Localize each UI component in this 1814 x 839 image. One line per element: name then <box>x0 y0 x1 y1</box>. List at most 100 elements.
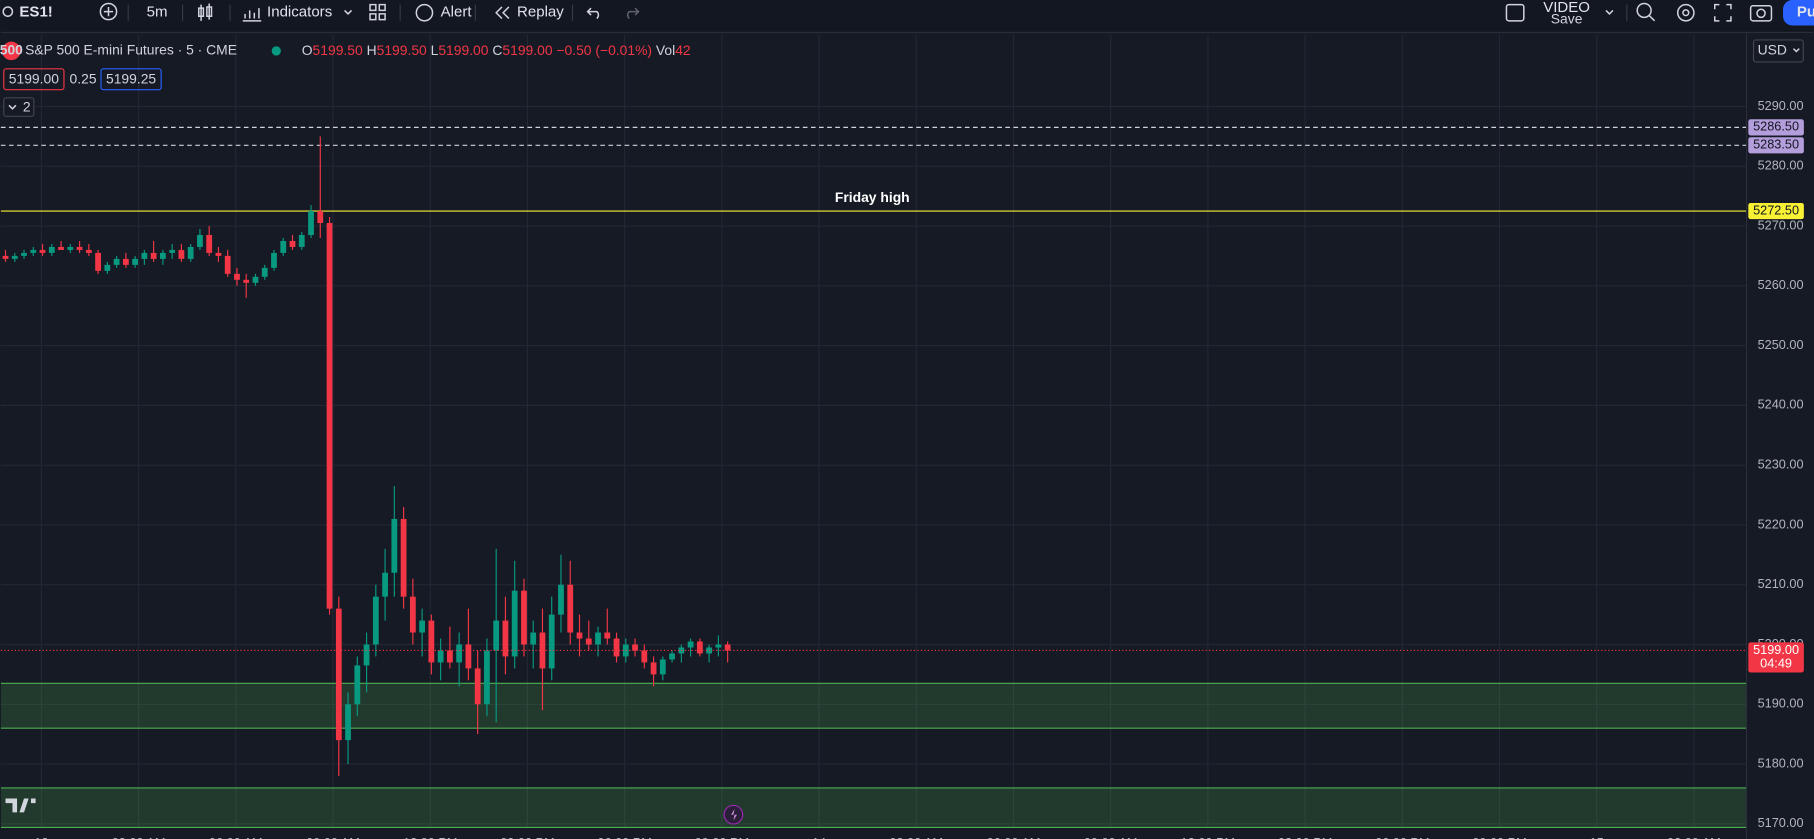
indicators[interactable]: Indicators <box>267 4 332 21</box>
publish[interactable]: Pu <box>1797 4 1814 21</box>
candle-body <box>678 647 685 654</box>
alert[interactable]: Alert <box>441 4 473 21</box>
x-tick-label: 03:00 AM <box>889 835 943 839</box>
add-symbol[interactable] <box>99 2 118 21</box>
candle-body <box>715 644 722 648</box>
buy-box[interactable] <box>100 68 162 91</box>
fullscreen-box[interactable] <box>1505 3 1525 22</box>
y-tick-label: 5270.00 <box>1758 217 1804 232</box>
candle-body <box>576 632 583 639</box>
candle-body <box>474 668 481 705</box>
buy-price[interactable]: 5199.25 <box>106 71 156 87</box>
market-status[interactable] <box>271 46 281 56</box>
fullscreen[interactable] <box>1714 3 1732 22</box>
replay-icon[interactable] <box>495 6 510 20</box>
indicators-toggle[interactable] <box>3 97 35 117</box>
candle-body <box>150 252 157 259</box>
currency-box[interactable] <box>1752 39 1804 63</box>
candle-body <box>382 572 388 597</box>
candle-body <box>687 641 694 648</box>
symbol-logo <box>2 41 21 61</box>
candle-body <box>187 246 194 259</box>
x-tick-label: 03:00 PM <box>500 835 554 839</box>
x-tick-label: 12:00 PM <box>403 835 457 839</box>
candle-body <box>21 252 27 256</box>
tv-logo[interactable] <box>5 798 36 813</box>
chart-type[interactable] <box>198 3 213 21</box>
candle-body <box>650 662 657 675</box>
candle-body <box>521 590 527 645</box>
candle-body <box>85 249 92 253</box>
replay[interactable]: Replay <box>517 4 564 21</box>
chevron[interactable] <box>1605 9 1614 15</box>
interval[interactable]: 5m <box>147 4 168 21</box>
legend-ohlc: O5199.50 H5199.50 L5199.00 C5199.00 −0.5… <box>302 42 691 58</box>
sell-price[interactable]: 5199.00 <box>9 71 59 87</box>
video[interactable]: VIDEO <box>1543 0 1590 16</box>
candle-body <box>298 234 305 247</box>
x-tick-label: 09:00 PM <box>1472 835 1526 839</box>
candle-body <box>58 246 64 250</box>
y-tick-label: 5190.00 <box>1758 696 1804 711</box>
redo[interactable] <box>627 7 640 20</box>
candle-body <box>548 614 555 669</box>
indicator-count[interactable]: 2 <box>23 98 31 114</box>
candle-body <box>632 644 638 651</box>
symbol[interactable]: ES1! <box>19 4 52 21</box>
x-tick-label: 12:00 PM <box>1181 835 1235 839</box>
candle-body <box>696 641 703 654</box>
y-tick-label: 5240.00 <box>1758 397 1804 412</box>
snapshot[interactable] <box>1749 5 1773 22</box>
x-tick-label: 06:00 PM <box>597 835 651 839</box>
level-label-box <box>1748 137 1804 154</box>
candle-body <box>530 632 537 645</box>
candle-body <box>243 279 250 283</box>
layout-icon[interactable] <box>369 3 386 21</box>
candle-body <box>465 644 472 669</box>
chevron <box>8 104 17 110</box>
vol: 42 <box>675 42 691 58</box>
y-tick-label: 5180.00 <box>1758 755 1804 770</box>
candle-body <box>141 252 148 259</box>
candle-body <box>252 276 259 283</box>
video-sub[interactable]: Save <box>1551 10 1583 26</box>
zone <box>0 683 1746 729</box>
chevron <box>1792 48 1800 53</box>
candle-body <box>67 246 74 250</box>
candle-body <box>558 584 564 615</box>
x-tick-label: 03:00 AM <box>112 835 166 839</box>
y-tick-label: 5220.00 <box>1758 516 1804 531</box>
currency[interactable]: USD <box>1758 42 1787 58</box>
search-tool[interactable] <box>1636 2 1652 19</box>
candle-body <box>280 240 287 253</box>
search-tool-handle <box>1648 14 1656 22</box>
candle-body <box>39 249 46 253</box>
y-tick-label: 5250.00 <box>1758 337 1804 352</box>
y-tick-label: 5290.00 <box>1758 98 1804 113</box>
toolbar <box>0 0 1814 33</box>
search-icon[interactable] <box>2 6 14 17</box>
spread: 0.25 <box>70 71 97 87</box>
candle-body <box>456 644 463 663</box>
publish-button[interactable] <box>1783 0 1814 26</box>
sell-box[interactable] <box>3 68 65 91</box>
x-tick-label: 14 <box>812 835 826 839</box>
candle-body <box>669 653 675 660</box>
candle-body <box>400 518 407 597</box>
countdown: 04:49 <box>1760 656 1792 671</box>
candle-body <box>502 620 509 657</box>
candle-body <box>372 596 379 645</box>
candle-body <box>317 211 324 224</box>
level-label: 5272.50 <box>1753 202 1799 217</box>
candle-body <box>345 704 351 741</box>
legend-title[interactable]: S&P 500 E-mini Futures · 5 · CME <box>25 42 237 58</box>
chevron[interactable] <box>344 9 353 15</box>
undo[interactable] <box>586 7 600 20</box>
add-symbol-plus <box>103 6 114 17</box>
x-tick-label: 15 <box>1590 835 1604 839</box>
candle-body <box>641 650 648 663</box>
settings[interactable] <box>1676 3 1695 22</box>
indicators-icon[interactable] <box>242 8 262 22</box>
alert-icon[interactable] <box>415 3 434 22</box>
